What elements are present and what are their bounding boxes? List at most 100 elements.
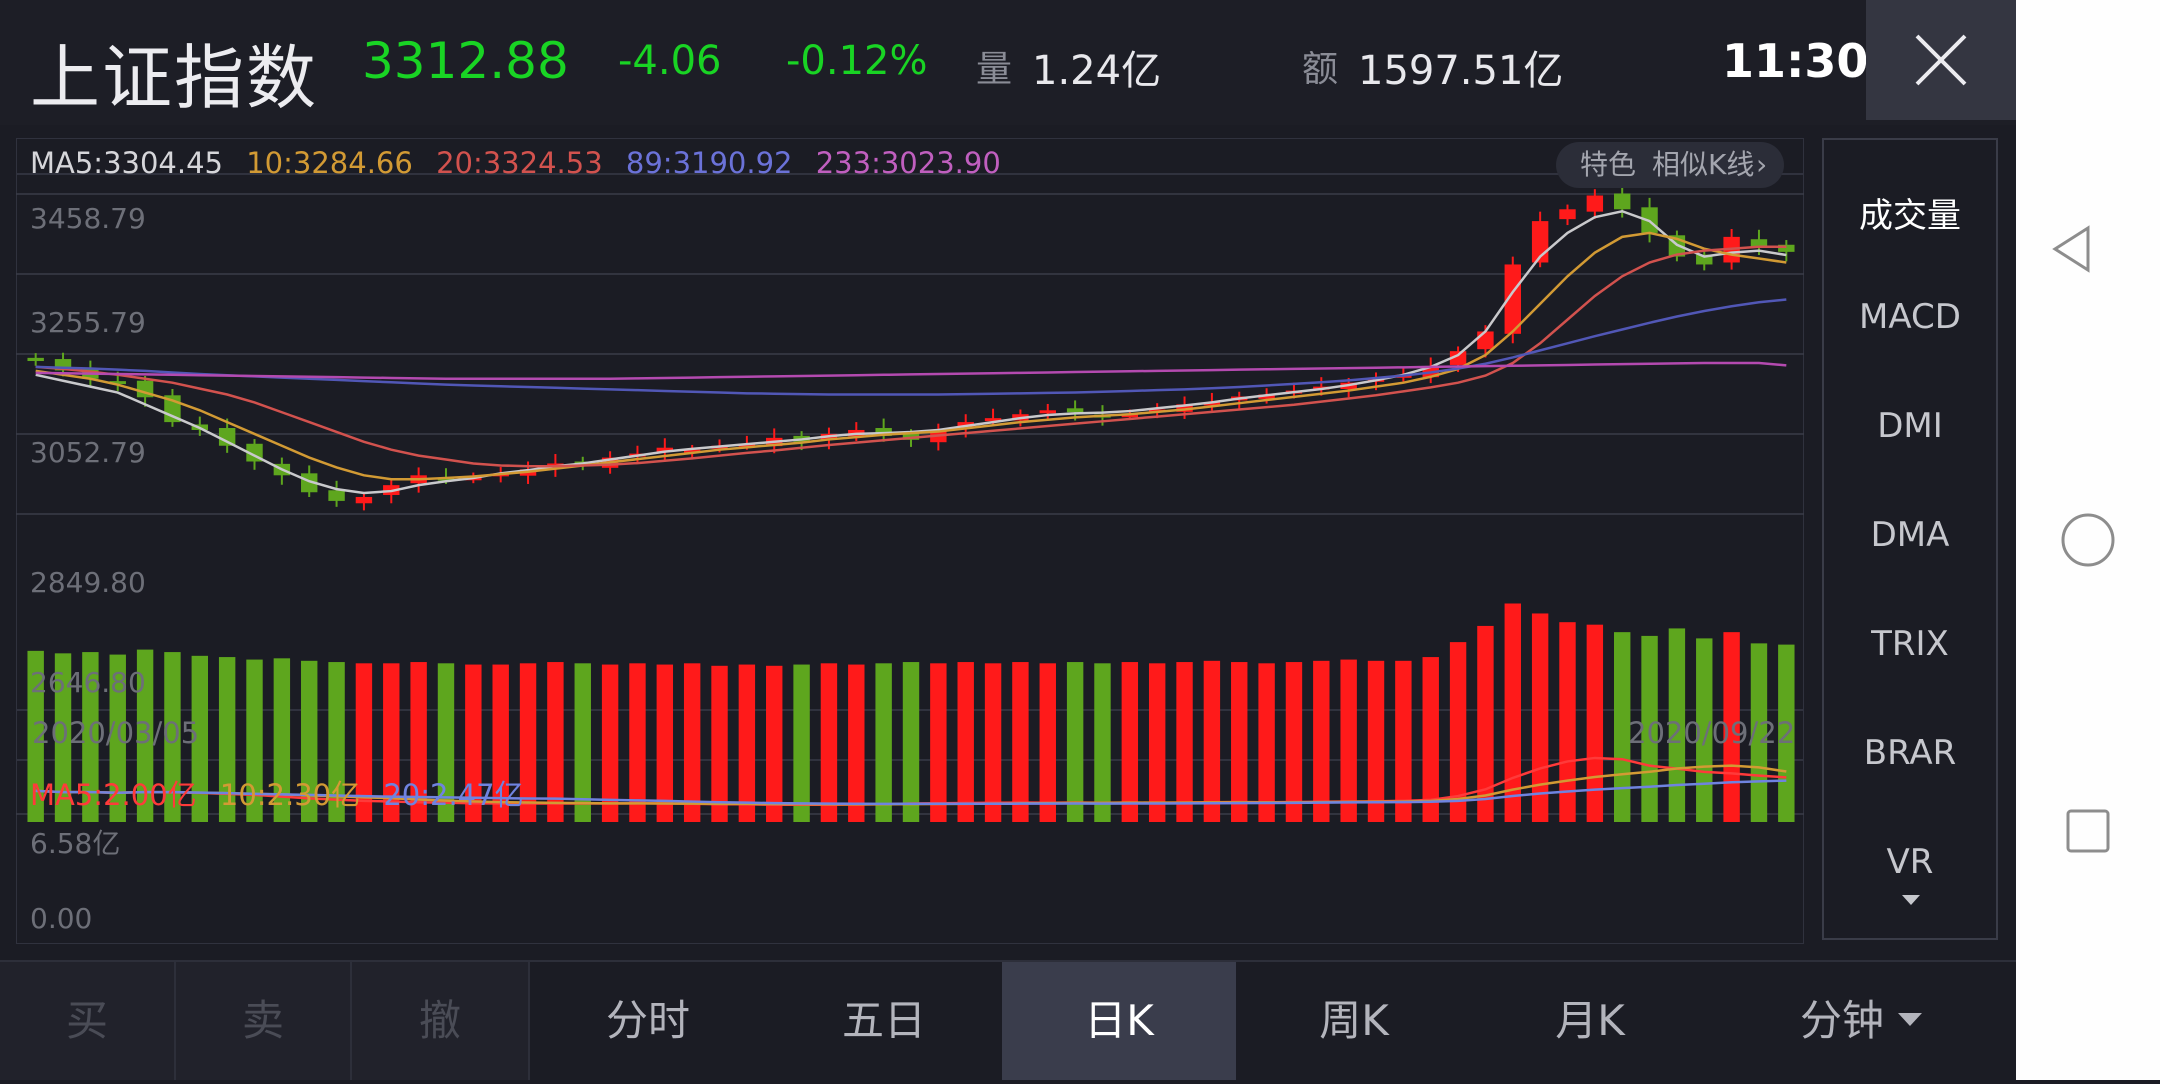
current-price: 3312.88 (362, 32, 569, 90)
indicator-dma[interactable]: DMA (1870, 515, 1950, 555)
end-date: 2020/09/22 (1628, 716, 1796, 750)
system-nav-icons (2052, 225, 2115, 853)
volume-bar (109, 654, 126, 822)
candle (1477, 331, 1494, 350)
volume-bar (766, 665, 783, 822)
volume-bar (218, 657, 236, 822)
divider (528, 962, 530, 1080)
amount-label: 额 (1302, 49, 1339, 90)
volume-bar (1422, 657, 1439, 822)
volume-bar (136, 649, 154, 822)
amount-value: 1597.51亿 (1358, 48, 1564, 94)
candle (54, 359, 72, 371)
indicator-brar[interactable]: BRAR (1863, 733, 1957, 773)
ma10-line (35, 231, 1787, 481)
volume-bar (465, 664, 482, 822)
buy-button[interactable]: 买 (0, 962, 174, 1080)
ma20-label: 20:3324.53 (436, 146, 603, 180)
volume-bar (957, 662, 974, 822)
moving-average-lines (35, 209, 1787, 495)
kline-chart[interactable] (16, 138, 1804, 944)
candle (656, 447, 674, 452)
indicator-dmi[interactable]: DMI (1877, 406, 1943, 446)
volume-bar (1231, 662, 1248, 822)
tab-minute[interactable]: 分钟 (1799, 996, 1884, 1045)
indicator-volume[interactable]: 成交量 (1859, 196, 1961, 236)
volume-bar (1176, 662, 1193, 822)
cancel-order-button[interactable]: 撤 (352, 962, 528, 1080)
volume-bar (1066, 662, 1084, 822)
price-change: -4.06 (618, 38, 722, 84)
tab-intraday[interactable]: 分时 (605, 996, 690, 1045)
candle (1750, 239, 1768, 247)
candle (1778, 244, 1795, 252)
volume-bar (1395, 660, 1412, 822)
volume-bar (1203, 660, 1221, 822)
chart-area[interactable] (16, 138, 1804, 944)
similar-kline-button[interactable]: 特色 相似K线 › (1556, 142, 1784, 188)
volume-bar (1477, 625, 1494, 822)
candle (27, 357, 44, 362)
candle (355, 496, 373, 504)
volume-ma-lines (35, 756, 1787, 807)
volume-bar (1696, 638, 1713, 822)
y-tick-label: 2849.80 (30, 566, 146, 599)
volume-bar (683, 663, 701, 822)
volume-bar (519, 663, 537, 822)
volume-bar (1340, 659, 1357, 822)
tab-weekly-k[interactable]: 周K (1319, 996, 1389, 1045)
close-icon (1915, 34, 1967, 86)
volume-bar (820, 663, 838, 822)
candle (328, 490, 345, 501)
indicator-panel: 成交量 MACD DMI DMA TRIX BRAR VR (1822, 138, 1998, 940)
close-button[interactable] (1866, 0, 2016, 120)
volume-bar (711, 665, 728, 822)
volume-bar (848, 664, 865, 822)
volume-bar (1641, 635, 1658, 822)
divider (350, 962, 352, 1080)
ma89-line (35, 298, 1787, 396)
feature-label: 特色 (1580, 148, 1637, 181)
volume-bar (1531, 613, 1549, 822)
tab-monthly-k[interactable]: 月K (1555, 996, 1625, 1045)
volume-bar (1586, 624, 1604, 822)
volume-bar (410, 662, 427, 822)
indicator-trix[interactable]: TRIX (1871, 624, 1949, 664)
caret-down-icon[interactable] (1898, 1013, 1922, 1026)
y-tick-label: 3458.79 (30, 202, 146, 235)
volume-label: 量 (976, 49, 1013, 90)
candle (1039, 410, 1056, 414)
candle (1559, 209, 1576, 220)
volume-min-label: 0.00 (30, 902, 93, 935)
volume-bar (656, 664, 674, 822)
ma89-label: 89:3190.92 (625, 146, 793, 180)
candle (218, 428, 236, 446)
volume-bar (54, 653, 72, 822)
volume-bar (355, 663, 373, 822)
volume-bar (1668, 628, 1686, 822)
vol-ma20-label: 20:2.47亿 (383, 778, 524, 812)
system-nav-bar (2016, 0, 2160, 1080)
candle (1696, 254, 1713, 265)
tab-five-day[interactable]: 五日 (841, 996, 926, 1045)
volume-bar (1313, 660, 1330, 822)
vol-ma5-label: MA5:2.00亿 (30, 778, 197, 812)
volume-bar (1258, 663, 1275, 822)
tab-daily-k[interactable]: 日K (1002, 962, 1236, 1080)
ma20-line (35, 245, 1787, 468)
ma5-label: MA5:3304.45 (30, 146, 224, 180)
sell-button[interactable]: 卖 (176, 962, 350, 1080)
volume-bar (930, 663, 947, 822)
candle (683, 449, 701, 453)
volume-ma20-line (35, 779, 1787, 806)
volume-bar (1559, 622, 1576, 822)
caret-down-icon[interactable] (1902, 895, 1920, 905)
chevron-right-icon: › (1756, 148, 1768, 181)
indicator-macd[interactable]: MACD (1859, 297, 1961, 337)
volume-bar (1750, 643, 1768, 822)
volume-bar (601, 664, 619, 822)
volume-bar (793, 664, 810, 822)
recents-icon (2066, 809, 2110, 853)
volume-max-label: 6.58亿 (30, 827, 121, 860)
indicator-vr[interactable]: VR (1886, 842, 1934, 882)
